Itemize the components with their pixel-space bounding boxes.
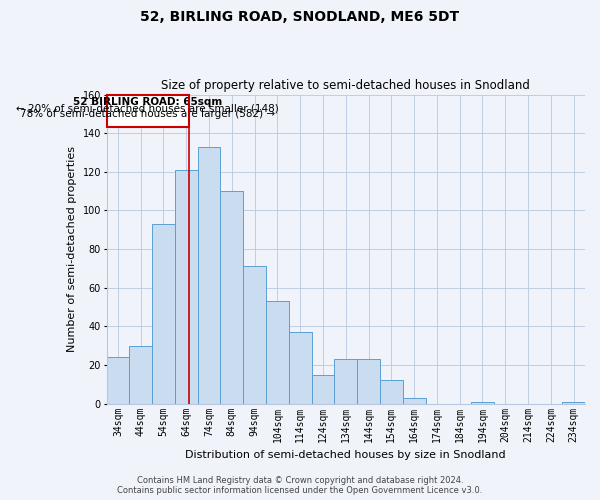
- Bar: [266, 302, 289, 404]
- Bar: [220, 191, 243, 404]
- Bar: [380, 380, 403, 404]
- Bar: [562, 402, 585, 404]
- Title: Size of property relative to semi-detached houses in Snodland: Size of property relative to semi-detach…: [161, 79, 530, 92]
- Bar: [289, 332, 311, 404]
- Text: 52, BIRLING ROAD, SNODLAND, ME6 5DT: 52, BIRLING ROAD, SNODLAND, ME6 5DT: [140, 10, 460, 24]
- Bar: [243, 266, 266, 404]
- Text: Contains HM Land Registry data © Crown copyright and database right 2024.
Contai: Contains HM Land Registry data © Crown c…: [118, 476, 482, 495]
- Bar: [197, 146, 220, 404]
- X-axis label: Distribution of semi-detached houses by size in Snodland: Distribution of semi-detached houses by …: [185, 450, 506, 460]
- Bar: [357, 359, 380, 404]
- Bar: [107, 94, 188, 128]
- Bar: [130, 346, 152, 404]
- Bar: [403, 398, 425, 404]
- Bar: [334, 359, 357, 404]
- Bar: [471, 402, 494, 404]
- Bar: [311, 374, 334, 404]
- Bar: [152, 224, 175, 404]
- Text: ← 20% of semi-detached houses are smaller (148): ← 20% of semi-detached houses are smalle…: [16, 103, 279, 113]
- Text: 52 BIRLING ROAD: 65sqm: 52 BIRLING ROAD: 65sqm: [73, 98, 222, 108]
- Text: 78% of semi-detached houses are larger (582) →: 78% of semi-detached houses are larger (…: [20, 109, 275, 119]
- Bar: [175, 170, 197, 404]
- Y-axis label: Number of semi-detached properties: Number of semi-detached properties: [67, 146, 77, 352]
- Bar: [107, 358, 130, 404]
